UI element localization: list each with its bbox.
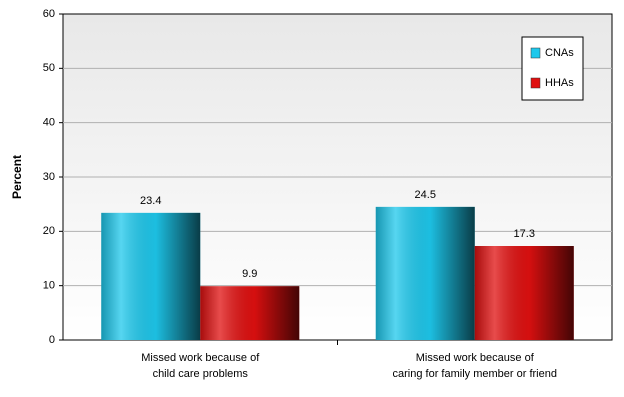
legend-label: HHAs xyxy=(545,77,574,89)
bar xyxy=(474,246,574,340)
y-tick-label: 60 xyxy=(43,8,55,20)
y-tick-label: 40 xyxy=(43,117,55,129)
legend-swatch xyxy=(530,47,541,59)
y-tick-label: 30 xyxy=(43,171,55,183)
bar xyxy=(101,212,201,340)
legend-swatch xyxy=(530,77,541,89)
value-label: 17.3 xyxy=(514,228,535,240)
x-tick-label: caring for family member or friend xyxy=(393,368,557,380)
value-label: 24.5 xyxy=(415,189,436,201)
bar xyxy=(200,286,300,340)
x-tick-label: child care problems xyxy=(153,368,249,380)
x-tick-label: Missed work because of xyxy=(141,352,260,364)
value-label: 9.9 xyxy=(242,268,257,280)
legend-box xyxy=(521,36,584,101)
legend-label: CNAs xyxy=(545,47,574,59)
y-tick-label: 10 xyxy=(43,280,55,292)
bar xyxy=(375,206,475,340)
y-tick-label: 50 xyxy=(43,62,55,74)
y-axis-label: Percent xyxy=(10,155,24,199)
x-tick-label: Missed work because of xyxy=(416,352,535,364)
y-tick-label: 0 xyxy=(49,334,55,346)
value-label: 23.4 xyxy=(140,195,161,207)
y-tick-label: 20 xyxy=(43,225,55,237)
